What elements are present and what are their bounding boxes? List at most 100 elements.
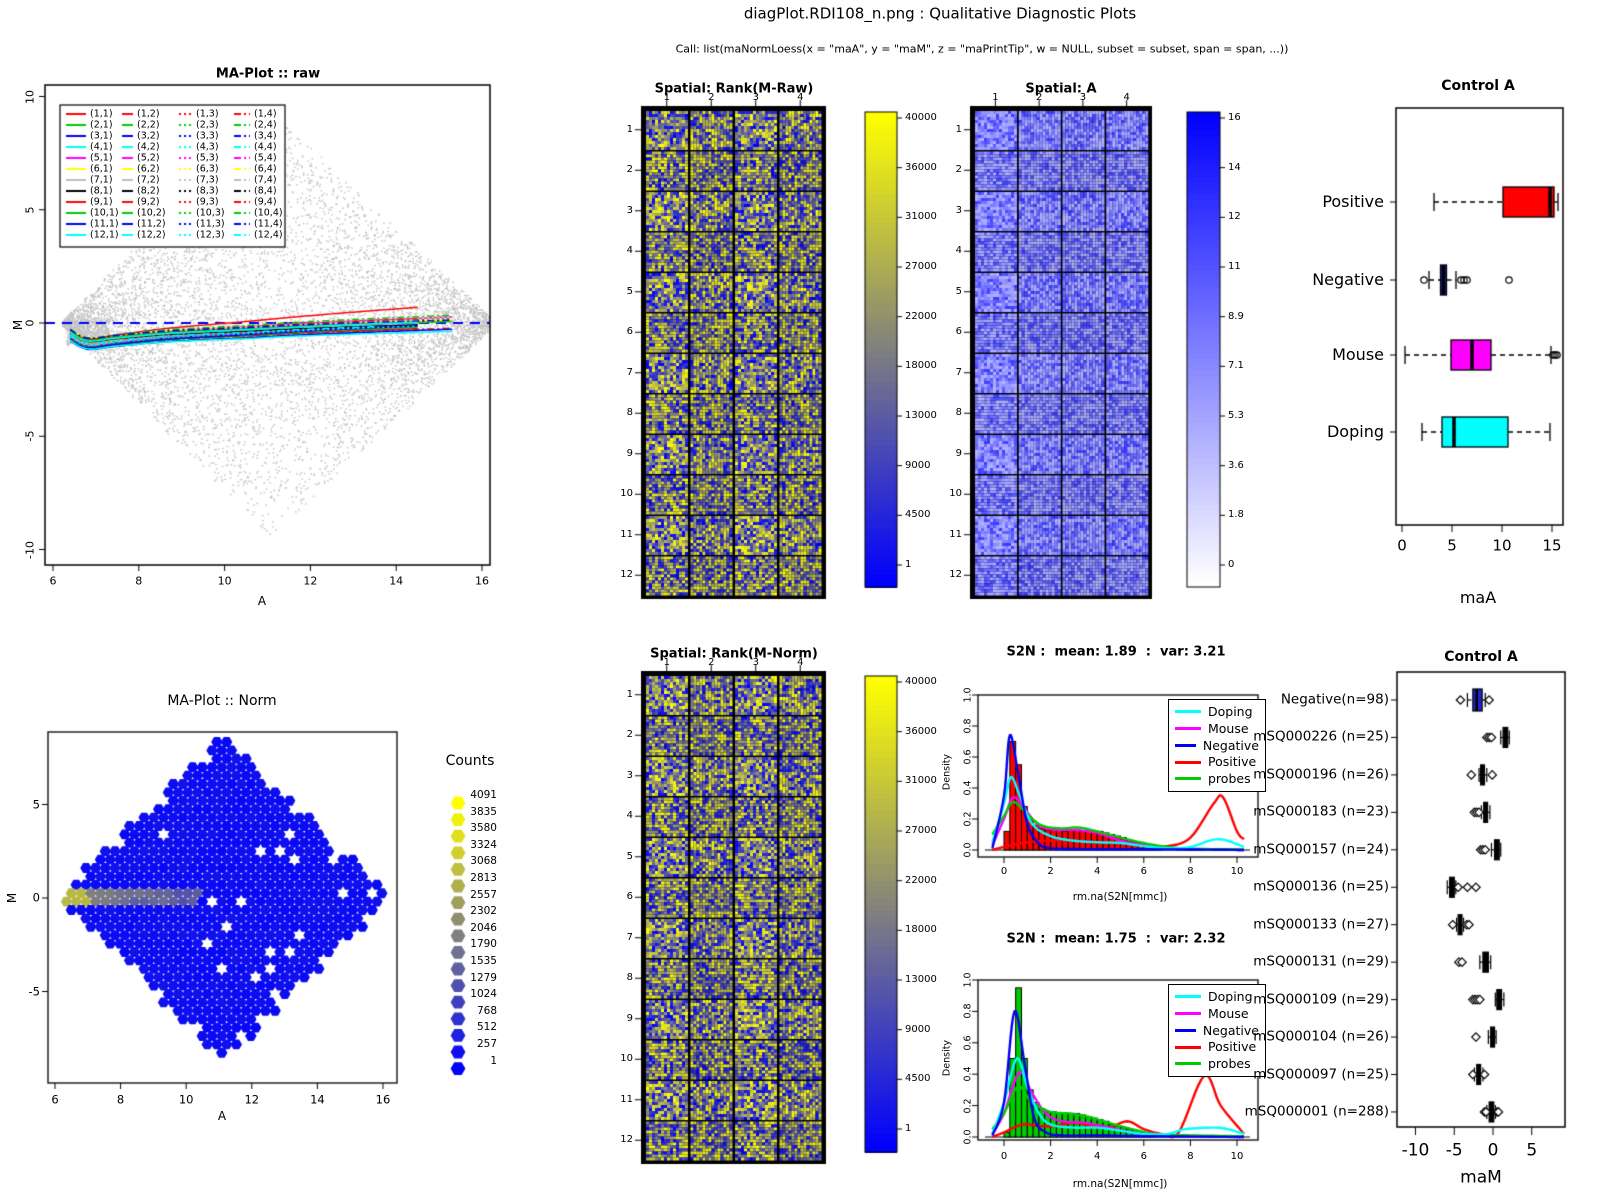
legend-entry: probes xyxy=(1175,772,1259,786)
s2n-top-title: S2N : mean: 1.89 : var: 3.21 xyxy=(1006,644,1226,660)
ma-raw-legend-label: (3,3) xyxy=(196,130,219,142)
ma-raw-legend-label: (1,4) xyxy=(254,108,277,120)
ma-raw-legend-label: (8,4) xyxy=(254,185,277,197)
spatial-row-label: 1 xyxy=(626,688,633,700)
ma-raw-xtick: 8 xyxy=(135,574,143,588)
counts-value: 768 xyxy=(476,1004,497,1017)
ma-raw-legend-label: (5,1) xyxy=(90,152,113,164)
s2n-bottom-xlabel: rm.na(S2N[mmc]) xyxy=(1072,1177,1168,1190)
s2n-ytick: 1.0 xyxy=(962,687,974,703)
spatial-row-label: 6 xyxy=(626,891,633,903)
legend-line-swatch xyxy=(1175,710,1201,714)
legend-line-swatch xyxy=(1175,1045,1201,1049)
spatial-row-label: 10 xyxy=(620,488,633,500)
spatial-row-label: 4 xyxy=(955,245,962,257)
spatial-row-label: 7 xyxy=(955,366,962,378)
spatial-row-label: 8 xyxy=(626,407,633,419)
legend-entry: Mouse xyxy=(1175,1006,1259,1021)
spatial-row-label: 7 xyxy=(626,366,633,378)
s2n-xtick: 4 xyxy=(1094,866,1101,877)
ma-raw-legend-label: (2,3) xyxy=(196,119,219,131)
legend-entry: Doping xyxy=(1175,990,1259,1004)
spatial-col-label: 2 xyxy=(708,657,715,668)
s2n-xtick: 8 xyxy=(1187,1151,1194,1162)
ma-raw-legend-label: (8,2) xyxy=(137,185,160,197)
ma-raw-legend-label: (6,1) xyxy=(90,163,113,175)
colorbar-tick-label: 22000 xyxy=(905,310,937,322)
spatial-col-label: 2 xyxy=(1035,92,1043,103)
counts-value: 512 xyxy=(476,1021,497,1034)
spatial-col-label: 4 xyxy=(797,657,804,668)
spatial-col-label: 4 xyxy=(797,92,804,103)
control-bottom-category-label: mSQ000136 (n=25) xyxy=(1253,878,1389,895)
ma-raw-legend-label: (7,4) xyxy=(254,174,277,186)
legend-line-swatch xyxy=(1175,1012,1201,1016)
control-a-bottom-title: Control A xyxy=(1444,649,1518,665)
spatial-row-label: 9 xyxy=(626,1012,633,1024)
ma-raw-legend-label: (6,2) xyxy=(137,163,160,175)
ma-norm-xlabel: A xyxy=(217,1109,227,1123)
call-subtitle: Call: list(maNormLoess(x = "maA", y = "m… xyxy=(675,42,1289,56)
ma-raw-legend-label: (11,3) xyxy=(196,218,225,230)
colorbar-tick-label: 13000 xyxy=(905,974,937,985)
colorbar-tick-label: 40000 xyxy=(905,112,937,123)
control-top-xtick: 15 xyxy=(1542,536,1562,555)
ma-raw-legend-label: (6,4) xyxy=(254,163,277,175)
spatial-row-label: 6 xyxy=(955,326,962,338)
counts-value: 1790 xyxy=(470,938,497,951)
legend-line-swatch xyxy=(1175,743,1196,747)
ma-raw-ylabel: M xyxy=(11,319,25,331)
control-bottom-category-label: mSQ000109 (n=29) xyxy=(1253,990,1389,1007)
control-bottom-xtick: 5 xyxy=(1526,1140,1538,1161)
legend-entry: Mouse xyxy=(1175,721,1259,736)
spatial-col-label: 3 xyxy=(1079,92,1087,103)
ma-norm-ytick: 5 xyxy=(32,796,40,811)
ma-raw-legend-label: (12,3) xyxy=(196,229,225,241)
ma-raw-legend-label: (2,2) xyxy=(137,119,160,131)
colorbar-tick-label: 36000 xyxy=(905,725,937,737)
spatial-col-label: 3 xyxy=(752,657,759,668)
spatial-row-label: 12 xyxy=(949,569,962,581)
counts-value: 1 xyxy=(490,1054,497,1067)
colorbar-tick-label: 1 xyxy=(905,559,912,570)
ma-raw-legend-label: (11,2) xyxy=(137,218,166,230)
spatial-row-label: 11 xyxy=(620,528,633,540)
s2n-ytick: 0.2 xyxy=(962,1098,974,1114)
legend-entry: Negative xyxy=(1175,1023,1259,1038)
ma-norm-ytick: -5 xyxy=(28,983,40,998)
colorbar-tick-label: 5.3 xyxy=(1228,410,1244,421)
counts-value: 257 xyxy=(476,1037,497,1050)
ma-raw-legend-label: (4,2) xyxy=(137,141,160,153)
control-bottom-xtick: -10 xyxy=(1401,1140,1430,1161)
spatial-col-label: 1 xyxy=(663,657,670,668)
ma-raw-legend-label: (11,1) xyxy=(90,218,119,230)
ma-raw-legend-label: (8,3) xyxy=(196,185,219,197)
s2n-ytick: 0.6 xyxy=(962,749,974,765)
spatial-row-label: 5 xyxy=(626,285,633,297)
colorbar-tick-label: 27000 xyxy=(905,261,937,272)
ma-raw-xtick: 16 xyxy=(475,574,489,588)
ma-raw-legend-label: (4,4) xyxy=(254,141,277,153)
control-top-category-label: Positive xyxy=(1322,192,1384,211)
ma-raw-legend-label: (12,2) xyxy=(137,229,166,241)
ma-raw-legend-label: (10,4) xyxy=(254,207,283,219)
spatial-col-label: 3 xyxy=(752,92,759,103)
control-top-xtick: 10 xyxy=(1492,536,1512,555)
s2n-ytick: 0.4 xyxy=(962,780,974,796)
counts-value: 2046 xyxy=(470,921,497,934)
ma-raw-title: MA-Plot :: raw xyxy=(215,66,321,82)
colorbar-tick-label: 0 xyxy=(1228,559,1235,570)
control-bottom-category-label: mSQ000183 (n=23) xyxy=(1253,803,1389,820)
spatial-row-label: 10 xyxy=(620,1053,633,1065)
spatial-row-label: 9 xyxy=(626,447,633,459)
colorbar-tick-label: 27000 xyxy=(905,825,937,836)
ma-raw-ytick: 5 xyxy=(23,206,37,214)
s2n-xtick: 4 xyxy=(1094,1151,1101,1162)
spatial-row-label: 10 xyxy=(949,488,962,500)
counts-value: 1535 xyxy=(470,954,497,967)
ma-raw-legend-label: (12,1) xyxy=(90,229,119,241)
spatial-row-label: 7 xyxy=(626,931,633,943)
page-title: diagPlot.RDI108_n.png : Qualitative Diag… xyxy=(743,4,1137,23)
s2n-xtick: 0 xyxy=(1000,1151,1008,1162)
colorbar-tick-label: 4500 xyxy=(905,1073,931,1085)
